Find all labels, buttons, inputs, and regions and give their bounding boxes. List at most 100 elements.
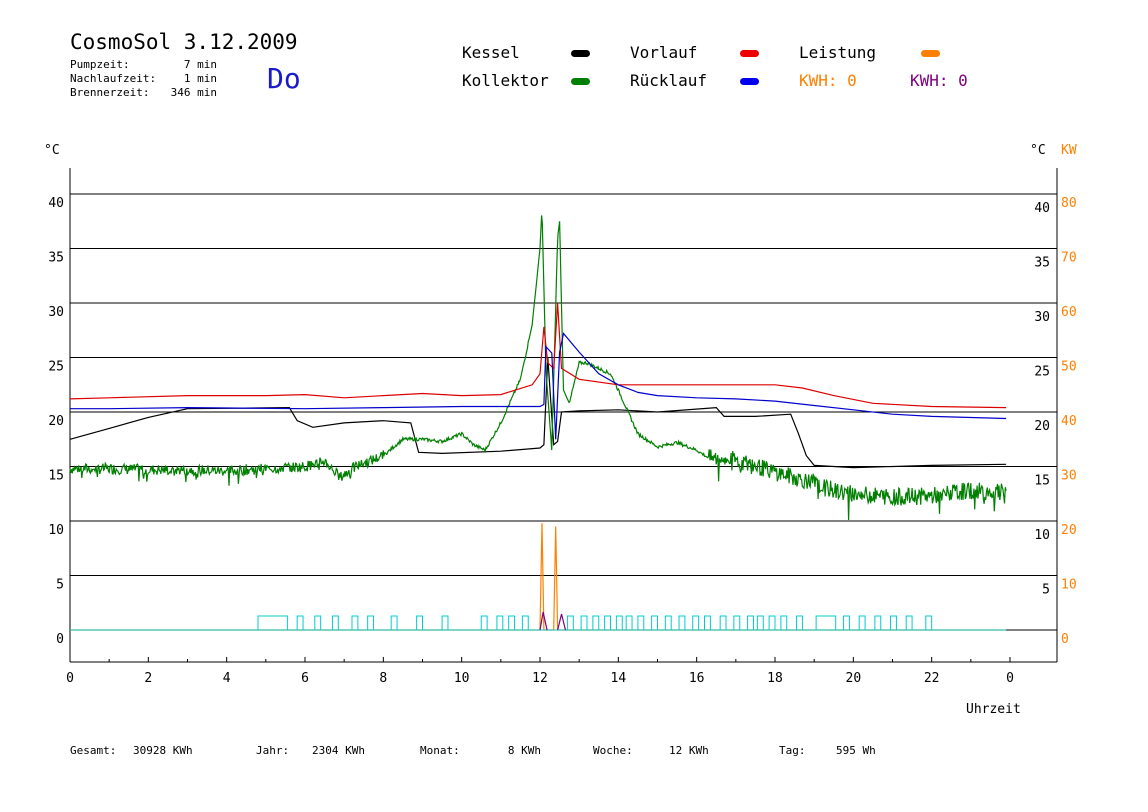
right-tick-label-kw: 0 [1061,632,1069,647]
right-tick-label-kw: 10 [1061,578,1077,593]
footer-tag-label: Tag: [779,744,806,757]
right-tick-label-kw: 70 [1061,251,1077,266]
left-axis-unit: °C [44,143,60,158]
pump-on-marker [768,615,776,631]
pump-on-marker [858,615,866,631]
footer-tag-value: 595 Wh [836,744,876,757]
left-tick-label: 0 [56,632,64,647]
legend-kessel-label: Kessel [462,43,520,62]
right-axis-unit-kw: KW [1061,143,1077,158]
right-tick-label-c: 25 [1034,365,1050,380]
right-axis-unit-c: °C [1030,143,1046,158]
pump-on-marker [678,615,686,631]
pump-on-marker [521,615,529,631]
page-title: CosmoSol 3.12.2009 [70,30,298,54]
x-tick-label: 0 [66,671,74,686]
footer-gesamt-value: 30928 KWh [133,744,193,757]
pump-on-marker [874,615,882,631]
legend-vorlauf-swatch [740,50,759,57]
x-axis-label: Uhrzeit [966,702,1021,717]
footer-woche-value: 12 KWh [669,744,709,757]
legend-kollektor-swatch [571,78,590,85]
day-label: Do [267,62,301,95]
right-tick-label-kw: 80 [1061,196,1077,211]
pump-on-marker [756,615,764,631]
pump-on-marker [390,615,398,631]
right-tick-label-c: 40 [1034,201,1050,216]
pump-on-marker [664,615,672,631]
x-tick-label: 0 [1006,671,1014,686]
pump-on-marker [508,615,516,631]
pump-on-marker [925,615,933,631]
footer-woche-label: Woche: [593,744,633,757]
legend-kessel-swatch [571,50,590,57]
pump-on-marker [496,615,504,631]
left-tick-label: 15 [48,469,64,484]
series-line-kollektor [69,215,1007,521]
pump-on-marker [651,615,658,631]
legend-leistung-swatch [921,50,940,57]
series-line-ruecklauf [70,332,1007,440]
x-tick-label: 20 [846,671,862,686]
x-tick-label: 10 [454,671,470,686]
left-tick-label: 35 [48,251,64,266]
pump-on-marker [331,615,339,631]
left-tick-label: 20 [48,414,64,429]
stat-nachlaufzeit-label: Nachlaufzeit: [70,72,157,85]
series-line-leistung [70,523,1007,631]
pump-on-marker [692,615,700,631]
stat-brennerzeit-label: Brennerzeit: [70,86,150,99]
x-tick-label: 2 [144,671,152,686]
pump-on-marker [351,615,359,631]
legend-kwh-orange: KWH: 0 [799,71,857,90]
x-tick-label: 22 [924,671,940,686]
pump-on-marker [719,615,727,631]
x-tick-label: 6 [301,671,309,686]
left-tick-label: 25 [48,360,64,375]
right-tick-label-kw: 30 [1061,469,1077,484]
right-tick-label-c: 5 [1042,583,1050,598]
legend-leistung-label: Leistung [799,43,877,62]
pump-on-marker [480,615,488,631]
pump-on-marker [733,615,741,631]
series-line-vorlauf [69,302,1007,409]
pump-on-marker [747,615,754,631]
legend-kwh-purple: KWH: 0 [910,71,968,90]
pump-on-marker [592,615,600,631]
right-tick-label-c: 30 [1034,310,1050,325]
pump-on-marker [580,615,588,631]
pump-on-marker [566,615,574,631]
pump-on-marker [637,615,645,631]
pump-on-marker [815,615,837,631]
right-tick-label-c: 20 [1034,419,1050,434]
left-tick-label: 40 [48,196,64,211]
pump-on-marker [843,615,850,631]
left-tick-label: 5 [56,578,64,593]
pump-on-marker [314,615,322,631]
legend-ruecklauf-label: Rücklauf [630,71,708,90]
pump-on-marker [780,615,788,631]
legend-ruecklauf-swatch [740,78,759,85]
pump-on-marker [441,615,449,631]
x-tick-label: 8 [379,671,387,686]
stat-nachlaufzeit-value: 1 min [183,72,217,85]
pump-on-marker [367,615,375,631]
footer-jahr-label: Jahr: [256,744,290,757]
footer-monat-value: 8 KWh [507,744,541,757]
pump-on-marker [416,615,423,631]
footer-jahr-value: 2304 KWh [312,744,365,757]
right-tick-label-c: 10 [1034,528,1050,543]
pump-on-marker [296,615,304,631]
pump-on-marker [615,615,623,631]
x-tick-label: 14 [611,671,627,686]
footer-monat-label: Monat: [420,744,460,757]
x-tick-label: 4 [223,671,231,686]
left-tick-label: 10 [48,523,64,538]
pump-on-marker [604,615,611,631]
stat-pumpzeit-label: Pumpzeit: [70,58,130,71]
energy-spike-marker [539,611,567,631]
pump-on-marker [890,615,897,631]
pump-on-marker [796,615,803,631]
right-tick-label-c: 35 [1034,256,1050,271]
